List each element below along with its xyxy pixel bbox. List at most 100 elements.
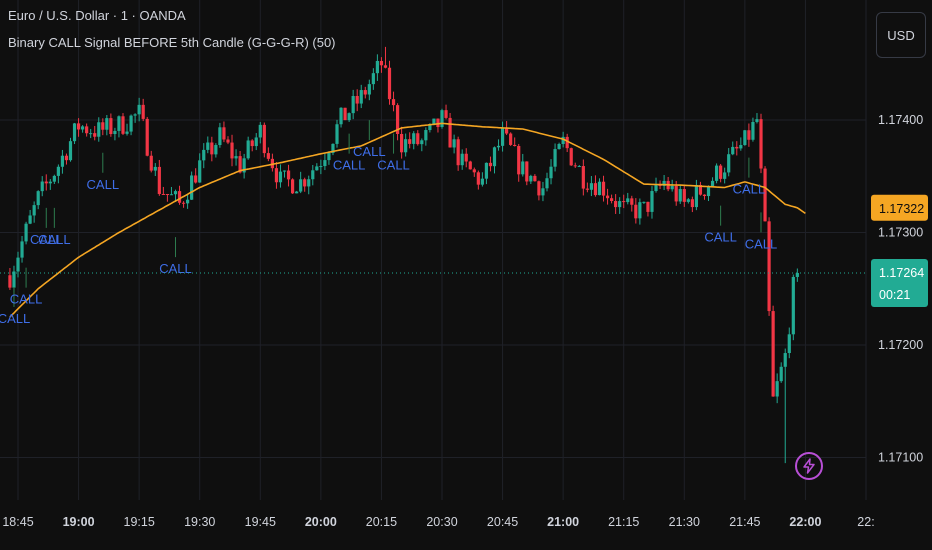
candle-body xyxy=(573,165,577,167)
candle-body xyxy=(719,165,723,179)
candle-body xyxy=(408,139,412,144)
candle-body xyxy=(787,334,791,354)
candle-body xyxy=(190,175,194,200)
candle-body xyxy=(416,133,420,145)
candle-body xyxy=(509,133,513,145)
candle-body xyxy=(694,184,698,208)
candle-body xyxy=(28,215,32,224)
candle-body xyxy=(626,198,630,203)
candle-body xyxy=(795,273,799,277)
candle-body xyxy=(541,188,545,196)
price-tick: 1.17100 xyxy=(878,451,923,465)
candle-body xyxy=(347,113,351,121)
candle-body xyxy=(20,241,24,258)
candle-body xyxy=(432,118,436,125)
chart-title: Euro / U.S. Dollar · 1 · OANDA xyxy=(8,8,186,23)
candle-body xyxy=(12,271,16,288)
time-tick: 21:15 xyxy=(608,515,639,529)
candle-body xyxy=(44,181,48,184)
call-label: CALL xyxy=(0,311,30,326)
candle-body xyxy=(254,137,258,147)
candle-body xyxy=(16,257,20,272)
candle-body xyxy=(702,194,707,197)
indicator-title[interactable]: Binary CALL Signal BEFORE 5th Candle (G-… xyxy=(8,35,336,50)
ma-price-tag xyxy=(871,194,928,221)
candle-body xyxy=(618,201,622,208)
candle-body xyxy=(630,198,634,205)
candle-body xyxy=(686,199,690,202)
candle-body xyxy=(561,136,565,145)
candle-body xyxy=(605,195,610,199)
candle-body xyxy=(428,124,432,131)
candle-body xyxy=(379,60,384,66)
last-price-label: 1.17264 xyxy=(879,266,924,280)
candle-body xyxy=(169,194,174,196)
candle-body xyxy=(246,140,250,159)
candle-body xyxy=(339,107,343,125)
candle-body xyxy=(480,178,484,185)
candle-body xyxy=(76,123,81,130)
candle-body xyxy=(500,127,505,146)
candle-body xyxy=(93,133,97,137)
candle-body xyxy=(767,221,771,312)
candle-body xyxy=(32,205,36,216)
candle-body xyxy=(202,149,206,161)
candle-body xyxy=(266,153,270,159)
candle-body xyxy=(622,201,626,203)
candle-body xyxy=(165,193,170,195)
candle-body xyxy=(678,189,682,202)
candle-body xyxy=(545,178,549,189)
candle-body xyxy=(456,139,460,166)
call-label: CALL xyxy=(745,236,778,251)
candle-body xyxy=(105,118,109,130)
candle-body xyxy=(367,84,371,95)
candle-body xyxy=(755,119,759,122)
candle-body xyxy=(569,148,573,166)
price-tick: 1.17400 xyxy=(878,113,923,127)
candle-body xyxy=(36,191,40,206)
candle-body xyxy=(727,154,731,173)
candle-body xyxy=(101,122,105,130)
candle-body xyxy=(64,155,69,161)
currency-button[interactable]: USD xyxy=(876,12,926,58)
candle-body xyxy=(194,175,198,183)
candle-body xyxy=(743,130,747,146)
time-tick: 19:15 xyxy=(124,515,155,529)
candle-body xyxy=(181,202,186,204)
candle-body xyxy=(690,199,694,208)
candle-body xyxy=(68,141,73,161)
candle-body xyxy=(472,169,476,173)
lightning-icon[interactable] xyxy=(795,452,823,480)
candle-body xyxy=(601,181,606,196)
candle-body xyxy=(391,99,396,106)
candle-body xyxy=(375,60,379,74)
candle-body xyxy=(710,180,715,187)
price-axis: 1.17400 1.17300 1.17200 1.17100 1.17322 1.172… xyxy=(871,113,928,465)
candle-body xyxy=(355,96,359,104)
candle-body xyxy=(670,185,674,190)
candle-body xyxy=(444,110,448,118)
candle-body xyxy=(40,181,44,192)
candle-body xyxy=(468,161,472,170)
candle-body xyxy=(581,166,585,189)
candle-body xyxy=(634,204,638,219)
candle-body xyxy=(85,126,89,134)
candle-body xyxy=(779,366,783,382)
candle-body xyxy=(714,165,719,181)
candle-body xyxy=(177,191,182,203)
candle-body xyxy=(157,166,161,194)
time-tick: 19:30 xyxy=(184,515,215,529)
candle-body xyxy=(186,199,190,204)
candle-body xyxy=(537,181,541,196)
candle-body xyxy=(791,276,795,335)
candle-body xyxy=(137,104,141,115)
candle-body xyxy=(286,170,291,180)
candle-body xyxy=(331,143,335,153)
ma-price-label: 1.17322 xyxy=(879,202,924,216)
candle-body xyxy=(440,110,444,128)
candle-body xyxy=(404,139,408,153)
candle-body xyxy=(412,133,416,144)
candle-body xyxy=(448,117,452,148)
candle-body xyxy=(173,191,178,195)
